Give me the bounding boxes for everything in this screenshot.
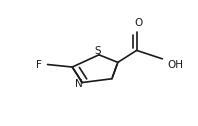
Text: N: N bbox=[75, 79, 83, 89]
Text: F: F bbox=[36, 59, 42, 70]
Text: S: S bbox=[95, 46, 101, 56]
Text: OH: OH bbox=[167, 59, 183, 70]
Text: O: O bbox=[134, 18, 143, 28]
